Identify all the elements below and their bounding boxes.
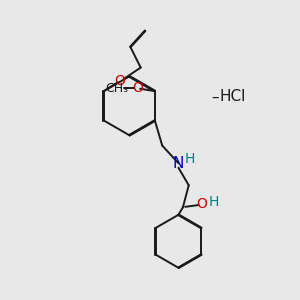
Text: N: N — [173, 156, 184, 171]
Text: HCl: HCl — [219, 89, 246, 104]
Text: O: O — [115, 74, 125, 88]
Text: –: – — [211, 89, 219, 104]
Text: O: O — [132, 81, 143, 95]
Text: H: H — [184, 152, 195, 166]
Text: CH₃: CH₃ — [105, 82, 128, 95]
Text: O: O — [196, 197, 207, 212]
Text: H: H — [208, 194, 219, 208]
